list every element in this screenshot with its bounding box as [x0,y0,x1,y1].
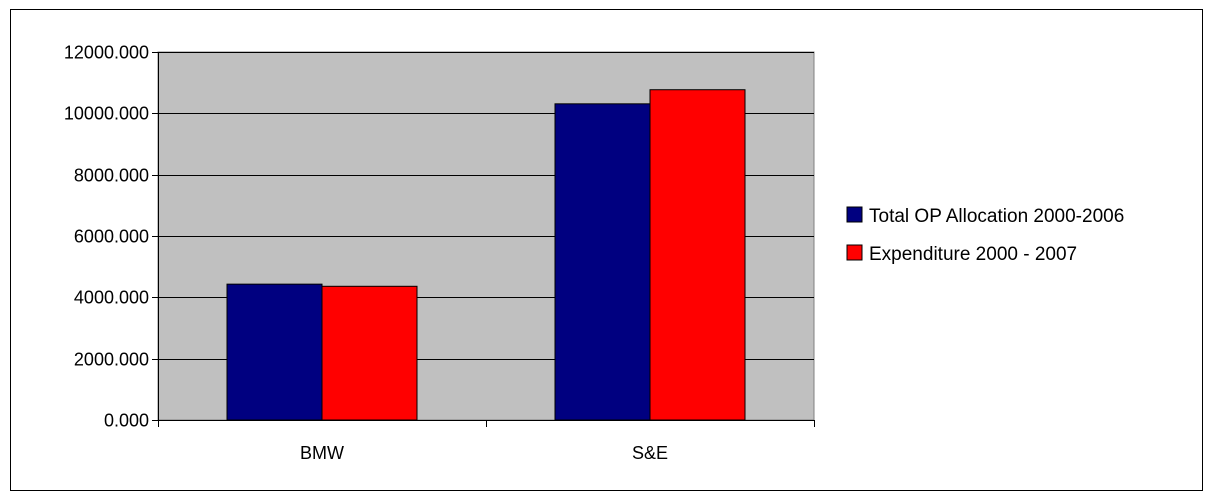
legend-label: Expenditure 2000 - 2007 [869,244,1077,265]
y-tick-label: 10000.000 [64,104,149,124]
x-category-label: BMW [300,443,344,463]
y-tick-label: 12000.000 [64,43,149,63]
legend-swatch [846,244,863,261]
bar-allocation-0 [226,283,323,421]
y-tick-label: 6000.000 [74,227,149,247]
y-tick-label: 0.000 [104,411,149,431]
y-tick-label: 2000.000 [74,350,149,370]
bar-chart: 0.000 2000.000 4000.000 6000.000 8000.000 100… [64,43,1124,464]
bar-allocation-1 [554,103,651,421]
chart-frame: 0.000 2000.000 4000.000 6000.000 8000.000 100… [10,9,1203,491]
x-category-label: S&E [632,443,668,463]
legend-label: Total OP Allocation 2000-2006 [869,206,1124,227]
legend-swatch [846,206,863,223]
y-tick-label: 8000.000 [74,166,149,186]
bar-expenditure-1 [649,89,746,421]
legend: Total OP Allocation 2000-2006 Expenditure… [846,206,1124,265]
bar-expenditure-0 [321,285,418,421]
y-tick-label: 4000.000 [74,288,149,308]
